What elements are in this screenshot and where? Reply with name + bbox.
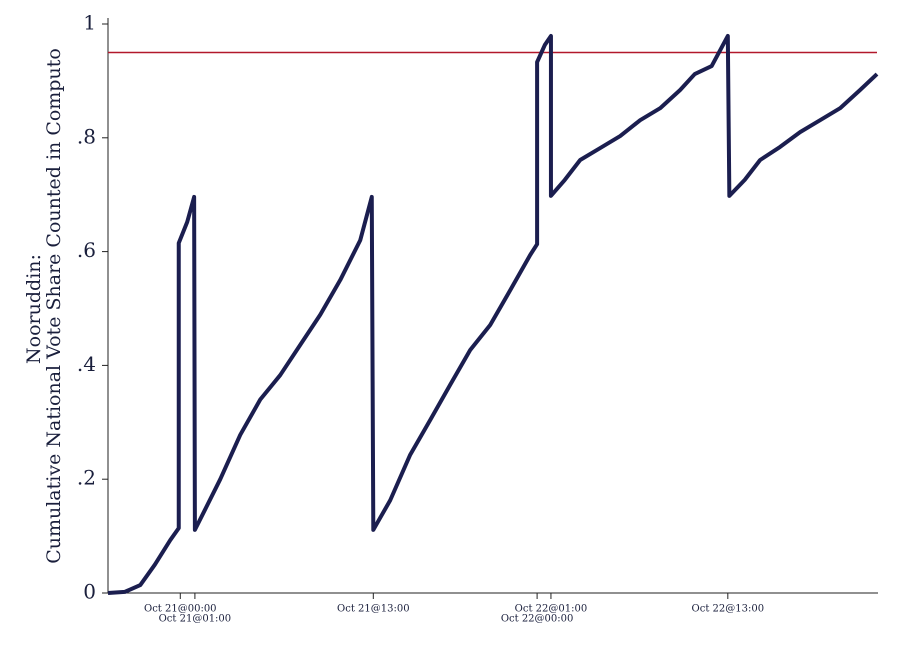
x-tick-label: Oct 21@13:00 xyxy=(337,604,410,615)
series-line xyxy=(107,33,879,595)
x-tick-label: Oct 22@01:00 xyxy=(515,604,588,615)
y-axis-label-line: Nooruddin: xyxy=(23,254,45,364)
y-tick-label: .8 xyxy=(77,124,96,148)
x-tick-label: Oct 21@00:00 xyxy=(144,604,217,615)
y-tick-label: 1 xyxy=(83,11,96,35)
y-tick-label: .2 xyxy=(77,466,96,490)
y-tick-label: .4 xyxy=(77,352,96,376)
y-tick-label: .6 xyxy=(77,238,96,262)
y-tick-label: 0 xyxy=(83,580,96,604)
y-axis-label: Nooruddin: Cumulative National Vote Shar… xyxy=(23,48,65,564)
y-axis-label-line: Cumulative National Vote Share Counted i… xyxy=(43,48,65,564)
x-tick-label: Oct 22@13:00 xyxy=(692,604,765,615)
x-tick-label: Oct 22@00:00 xyxy=(501,614,574,625)
x-tick-label: Oct 21@01:00 xyxy=(159,614,232,625)
